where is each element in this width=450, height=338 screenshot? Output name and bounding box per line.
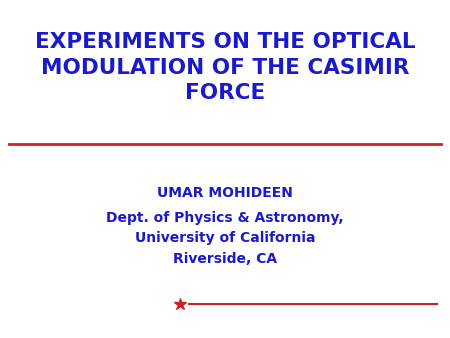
Text: UMAR MOHIDEEN: UMAR MOHIDEEN bbox=[157, 186, 293, 200]
Text: Dept. of Physics & Astronomy,
University of California
Riverside, CA: Dept. of Physics & Astronomy, University… bbox=[106, 211, 344, 266]
Text: EXPERIMENTS ON THE OPTICAL
MODULATION OF THE CASIMIR
FORCE: EXPERIMENTS ON THE OPTICAL MODULATION OF… bbox=[35, 32, 415, 103]
